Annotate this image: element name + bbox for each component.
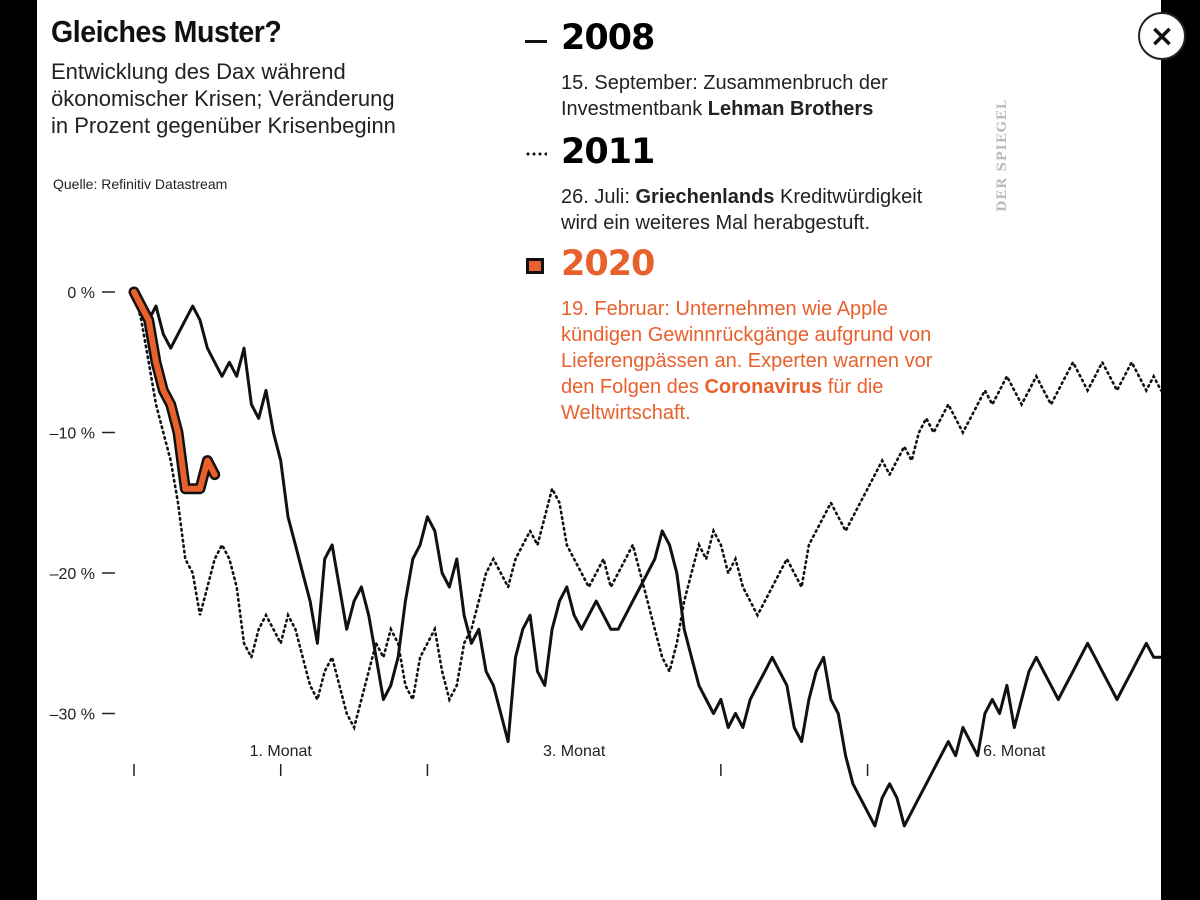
y-tick-label: –30 % (50, 707, 95, 724)
series-line-2011 (132, 290, 1161, 732)
legend-text-part: Coronavirus (704, 376, 823, 398)
legend-text-part: Griechenlands (635, 186, 775, 208)
dotted-line-symbol (525, 152, 547, 156)
legend-text-part: für die Weltwirtschaft. (561, 376, 884, 424)
line-chart: 0 % –10 % –20 % –30 % 1. Monat 3. Monat 6. Mon… (50, 285, 1161, 828)
legend-text-part: Kreditwürdigkeit wird ein weiteres Mal h… (561, 186, 923, 234)
legend-year: 2008 (561, 18, 655, 58)
x-tick-label: 1. Monat (250, 743, 313, 760)
legend-description: 19. Februar: Unternehmen wie Apple kündi… (561, 296, 961, 426)
x-tick-label: 3. Monat (543, 743, 606, 760)
legend-description: 15. September: Zusammenbruch der Investm… (561, 70, 961, 122)
legend-text-part: Lehman Brothers (707, 98, 874, 120)
close-button[interactable]: × (1138, 12, 1186, 60)
orange-box-symbol (526, 258, 544, 274)
series-line-2020 (131, 289, 218, 492)
legend-year: 2011 (561, 132, 655, 172)
y-tick-label: –10 % (50, 426, 95, 443)
legend-description: 26. Juli: Griechenlands Kreditwürdigkeit… (561, 184, 961, 236)
x-tick-label: 6. Monat (983, 743, 1046, 760)
source-note: Quelle: Refinitiv Datastream (53, 176, 228, 192)
legend-year: 2020 (561, 244, 655, 284)
page-title: Gleiches Muster? (51, 14, 282, 49)
legend-text-part: 15. September: Zusammenbruch der Investm… (561, 72, 888, 120)
legend-text-part: 26. Juli: (561, 186, 636, 208)
close-icon: × (1149, 18, 1175, 54)
solid-line-symbol (525, 40, 547, 43)
legend-text-part: 19. Februar: Unternehmen wie Apple kündi… (561, 298, 933, 398)
series-line-2008 (132, 291, 1161, 828)
page-subtitle: Entwicklung des Dax während ökonomischer… (51, 59, 396, 138)
chart-panel: Gleiches Muster? Entwicklung des Dax wäh… (37, 0, 1161, 900)
y-tick-label: –20 % (50, 566, 95, 583)
y-tick-label: 0 % (67, 285, 95, 302)
